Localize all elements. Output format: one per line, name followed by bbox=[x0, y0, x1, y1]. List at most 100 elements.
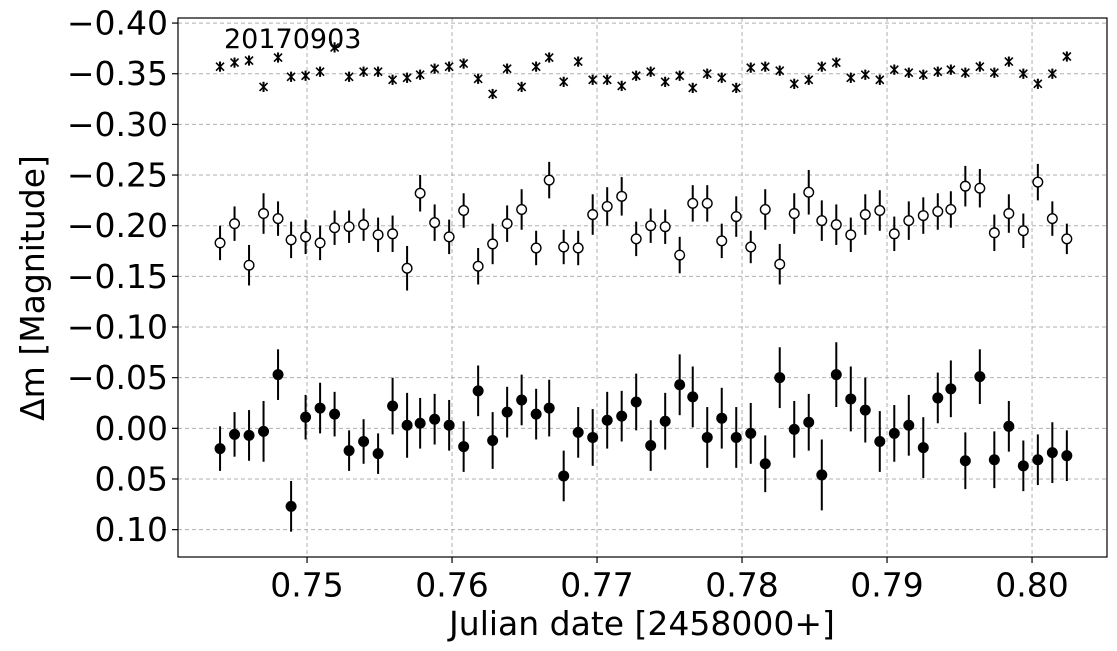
filled-marker bbox=[932, 392, 944, 404]
star-marker bbox=[775, 65, 785, 76]
filled-marker bbox=[774, 372, 786, 384]
open-marker bbox=[988, 227, 1000, 239]
filled-marker bbox=[1017, 460, 1029, 472]
open-marker bbox=[1032, 176, 1044, 188]
x-tick-label: 0.77 bbox=[560, 566, 633, 605]
open-marker bbox=[243, 259, 255, 271]
open-marker bbox=[845, 229, 857, 241]
open-marker bbox=[816, 215, 828, 227]
star-marker bbox=[402, 72, 412, 83]
star-marker bbox=[946, 64, 956, 75]
open-marker bbox=[458, 204, 470, 216]
filled-marker bbox=[759, 458, 771, 470]
filled-marker bbox=[630, 396, 642, 408]
open-marker bbox=[687, 197, 699, 209]
star-marker bbox=[717, 72, 727, 83]
open-marker bbox=[401, 262, 413, 274]
star-marker bbox=[1033, 78, 1043, 89]
filled-marker bbox=[974, 371, 986, 383]
star-marker bbox=[875, 74, 885, 85]
filled-marker bbox=[516, 394, 528, 406]
star-marker bbox=[975, 61, 985, 72]
open-marker bbox=[530, 242, 542, 254]
open-marker bbox=[959, 180, 971, 192]
y-tick-label: −0.30 bbox=[67, 105, 168, 144]
annotation: 20170903 bbox=[224, 24, 361, 55]
filled-marker bbox=[1046, 447, 1058, 459]
y-tick-label: −0.25 bbox=[67, 156, 168, 195]
open-marker bbox=[572, 242, 584, 254]
open-marker bbox=[501, 218, 513, 230]
filled-marker bbox=[443, 419, 455, 431]
filled-marker bbox=[243, 429, 255, 441]
star-marker bbox=[373, 66, 383, 77]
open-marker bbox=[659, 221, 671, 233]
open-marker bbox=[214, 237, 226, 249]
open-marker bbox=[443, 231, 455, 243]
star-marker bbox=[531, 61, 541, 72]
open-marker bbox=[674, 249, 686, 261]
open-marker bbox=[472, 260, 484, 272]
star-marker bbox=[831, 57, 841, 68]
filled-marker bbox=[387, 400, 399, 412]
filled-marker bbox=[285, 500, 297, 512]
open-marker bbox=[558, 241, 570, 253]
star-marker bbox=[1062, 51, 1072, 62]
star-marker bbox=[617, 80, 627, 91]
star-marker bbox=[646, 66, 656, 77]
filled-marker bbox=[487, 434, 499, 446]
filled-marker bbox=[501, 406, 513, 418]
filled-marker bbox=[674, 379, 686, 391]
x-tick-label: 0.75 bbox=[270, 566, 343, 605]
open-marker bbox=[759, 203, 771, 215]
open-marker bbox=[329, 222, 341, 234]
filled-marker bbox=[1003, 420, 1015, 432]
star-marker bbox=[459, 58, 469, 69]
star-marker bbox=[301, 70, 311, 81]
open-marker bbox=[917, 210, 929, 222]
open-marker bbox=[701, 197, 713, 209]
star-marker bbox=[860, 69, 870, 80]
y-tick-label: 0.00 bbox=[95, 409, 168, 448]
open-marker bbox=[516, 203, 528, 215]
x-axis-label: Julian date [2458000+] bbox=[447, 604, 835, 643]
x-tick-label: 0.78 bbox=[705, 566, 778, 605]
star-marker bbox=[244, 55, 254, 66]
filled-marker bbox=[859, 404, 871, 416]
star-marker bbox=[789, 78, 799, 89]
star-marker bbox=[918, 69, 928, 80]
filled-marker bbox=[314, 402, 326, 414]
star-marker bbox=[517, 81, 527, 92]
open-marker bbox=[803, 186, 815, 198]
open-marker bbox=[343, 221, 355, 233]
filled-marker bbox=[372, 448, 384, 460]
star-marker bbox=[330, 42, 340, 53]
filled-marker bbox=[903, 419, 915, 431]
open-marker bbox=[1061, 233, 1073, 245]
filled-marker bbox=[272, 369, 284, 381]
star-marker bbox=[817, 61, 827, 72]
filled-marker bbox=[401, 419, 413, 431]
open-marker bbox=[888, 228, 900, 240]
filled-marker bbox=[816, 469, 828, 481]
star-marker bbox=[804, 74, 814, 85]
open-marker bbox=[601, 200, 613, 212]
star-marker bbox=[215, 61, 225, 72]
marks bbox=[214, 42, 1073, 532]
star-marker bbox=[731, 82, 741, 93]
filled-marker bbox=[258, 425, 270, 437]
filled-marker bbox=[701, 431, 713, 443]
star-marker bbox=[675, 70, 685, 81]
open-marker bbox=[414, 187, 426, 199]
x-tick-label: 0.79 bbox=[850, 566, 923, 605]
y-tick-label: −0.40 bbox=[67, 4, 168, 43]
open-marker bbox=[774, 258, 786, 270]
filled-marker bbox=[1032, 454, 1044, 466]
filled-marker bbox=[803, 416, 815, 428]
star-marker bbox=[702, 68, 712, 79]
open-marker bbox=[587, 209, 599, 221]
filled-marker bbox=[214, 443, 226, 455]
open-marker bbox=[616, 190, 628, 202]
star-marker bbox=[933, 66, 943, 77]
